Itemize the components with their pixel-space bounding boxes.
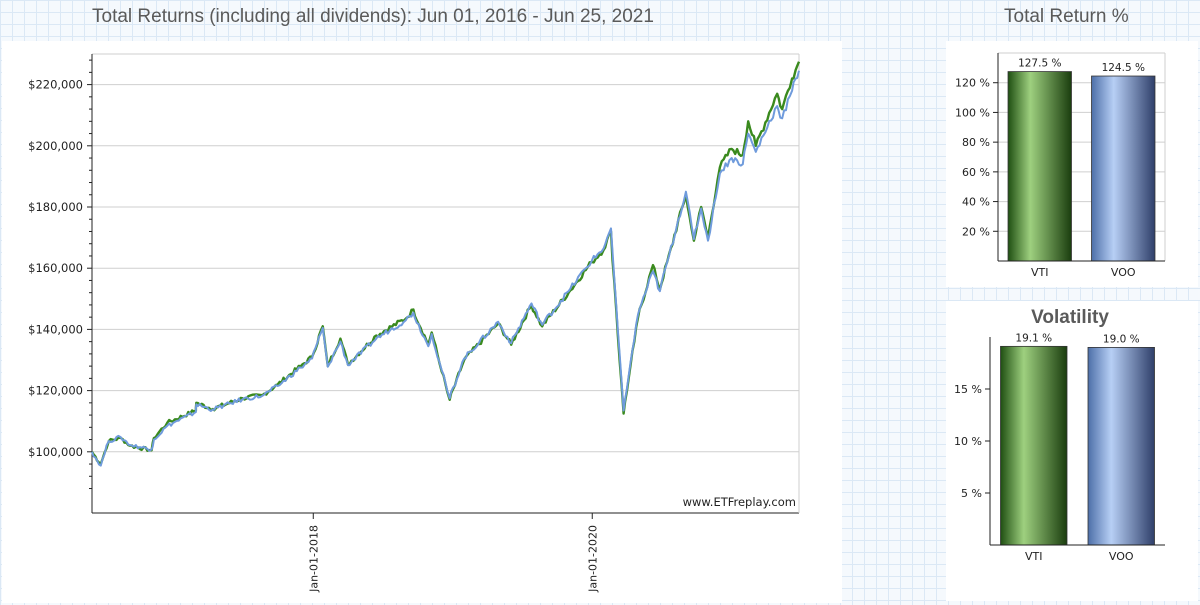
returns-chart-panel: $100,000 $120,000 $140,000 $160,000 $180,000… xyxy=(2,41,842,603)
x-tick-label: Jan-01-2020 xyxy=(586,525,599,593)
y-tick-label: 20 % xyxy=(962,225,990,238)
y-tick-label: $160,000 xyxy=(28,261,83,275)
y-tick-label: 40 % xyxy=(962,196,990,209)
x-tick-label: Jan-01-2018 xyxy=(307,525,320,593)
total-return-bar-chart: 20 % 40 % 60 % 80 % 100 % 120 % 127.5 % VTI 124.… xyxy=(955,52,1166,279)
volatility-bar-chart: Volatility 5 % 10 % 15 % 19.1 % VTI 19.0 % VOO xyxy=(954,307,1165,563)
bar-vti xyxy=(1000,345,1068,546)
y-tick-label: 15 % xyxy=(954,383,982,396)
volatility-panel: Volatility 5 % 10 % 15 % 19.1 % VTI 19.0 % VOO xyxy=(946,301,1198,601)
series-line-vti xyxy=(90,61,801,466)
bar-value-label-vti: 19.1 % xyxy=(1015,332,1052,344)
main-chart-title: Total Returns (including all dividends):… xyxy=(92,6,654,27)
y-tick-label: 120 % xyxy=(955,77,990,90)
series-line-voo xyxy=(91,70,800,467)
x-category-label-voo: VOO xyxy=(1109,550,1134,563)
x-category-label-vti: VTI xyxy=(1031,266,1049,279)
y-tick-label: $180,000 xyxy=(28,200,83,214)
y-tick-label: 10 % xyxy=(954,435,982,448)
bar-value-label-voo: 19.0 % xyxy=(1103,333,1140,345)
returns-line-chart: $100,000 $120,000 $140,000 $160,000 $180,000… xyxy=(28,53,801,593)
x-category-label-voo: VOO xyxy=(1111,266,1136,279)
total-return-panel: 20 % 40 % 60 % 80 % 100 % 120 % 127.5 % VTI 124.… xyxy=(946,41,1198,287)
y-tick-label: 60 % xyxy=(962,166,990,179)
y-tick-label: $140,000 xyxy=(28,322,83,336)
watermark-text: www.ETFreplay.com xyxy=(683,495,796,509)
bar-vti xyxy=(1007,71,1072,262)
total-return-title: Total Return % xyxy=(1004,6,1129,27)
y-tick-label: 80 % xyxy=(962,136,990,149)
bar-voo xyxy=(1091,75,1156,262)
bar-value-label-vti: 127.5 % xyxy=(1018,58,1061,70)
x-category-label-vti: VTI xyxy=(1025,550,1043,563)
volatility-title: Volatility xyxy=(1031,307,1109,328)
y-tick-label: $120,000 xyxy=(28,384,83,398)
y-tick-label: 100 % xyxy=(955,106,990,119)
y-tick-label: $220,000 xyxy=(28,78,83,92)
y-tick-label: $100,000 xyxy=(28,445,83,459)
bar-value-label-voo: 124.5 % xyxy=(1102,62,1145,74)
y-tick-label: $200,000 xyxy=(28,139,83,153)
y-tick-label: 5 % xyxy=(961,487,982,500)
bar-voo xyxy=(1087,347,1155,546)
